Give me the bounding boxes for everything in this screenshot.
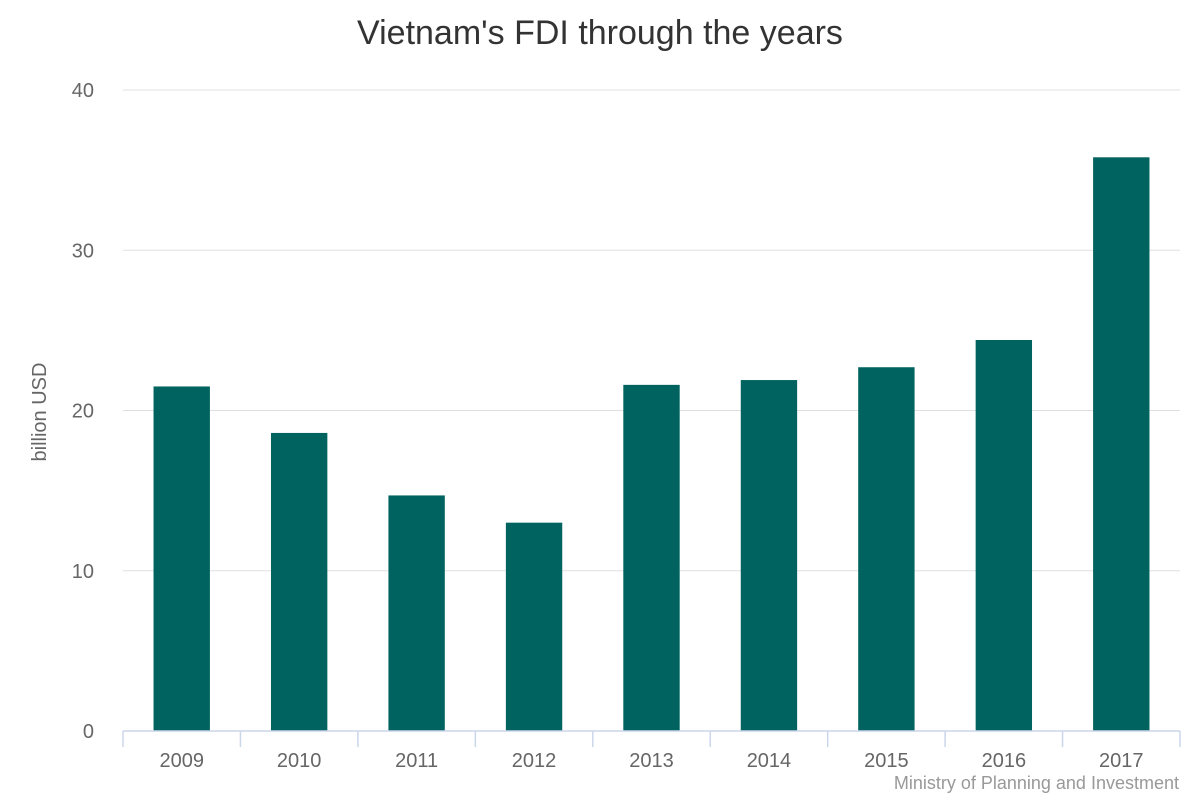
x-tick-label: 2016 [982,750,1027,772]
y-tick-label: 0 [83,721,94,743]
bar [858,367,915,731]
y-axis-label: billion USD [29,363,51,462]
x-tick-label: 2010 [277,750,322,772]
bar [505,522,563,731]
y-tick-label: 10 [72,561,94,583]
chart-title: Vietnam's FDI through the years [357,14,843,52]
x-tick-label: 2011 [395,750,438,772]
x-tick-label: 2012 [512,750,557,772]
x-tick-label: 2015 [864,750,909,772]
bar [270,432,328,731]
chart-credit: Ministry of Planning and Investment [893,773,1179,793]
x-tick-label: 2017 [1099,750,1144,772]
bar [153,386,210,731]
x-tick-label: 2014 [747,750,792,772]
bar [1093,157,1150,731]
x-tick-label: 2009 [159,750,204,772]
bar [975,339,1033,731]
y-tick-label: 20 [72,401,94,423]
y-tick-label: 40 [72,80,94,102]
x-tick-label: 2013 [629,750,674,772]
bar [623,384,680,731]
bar [740,380,798,731]
y-tick-label: 30 [72,240,94,262]
bar [388,495,445,731]
